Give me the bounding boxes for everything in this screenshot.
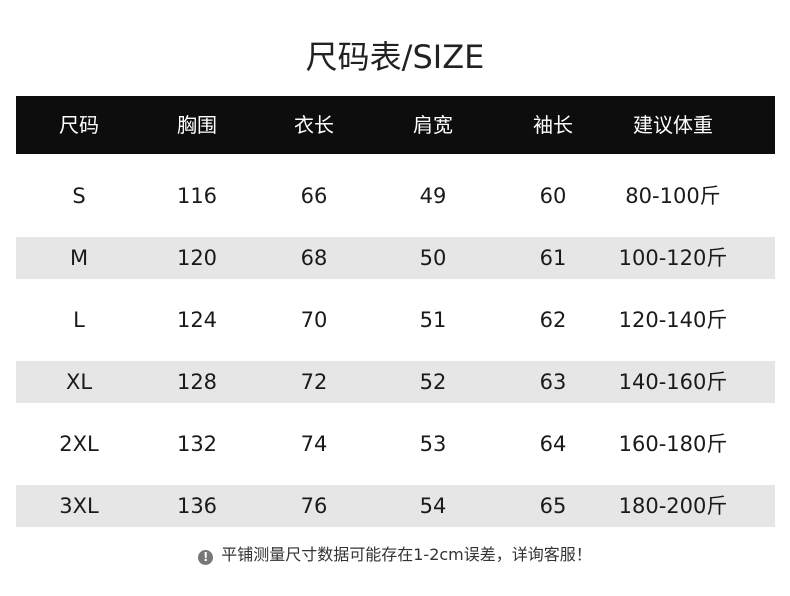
table-cell: 62 bbox=[539, 308, 567, 332]
column-header: 衣长 bbox=[294, 113, 334, 137]
table-row: M 120 68 50 61 100-120斤 bbox=[16, 237, 775, 279]
table-cell: 49 bbox=[419, 184, 447, 208]
table-cell: 61 bbox=[539, 246, 567, 270]
table-cell: 76 bbox=[300, 494, 328, 518]
table-cell: 128 bbox=[176, 370, 218, 394]
table-row: XL 128 72 52 63 140-160斤 bbox=[16, 361, 775, 403]
table-cell: 74 bbox=[300, 432, 328, 456]
table-cell: 2XL bbox=[59, 432, 99, 456]
column-header: 袖长 bbox=[533, 113, 573, 137]
page-title: 尺码表/SIZE bbox=[305, 38, 485, 76]
column-header: 建议体重 bbox=[633, 113, 713, 137]
table-cell: 180-200斤 bbox=[618, 494, 728, 518]
table-row: 3XL 136 76 54 65 180-200斤 bbox=[16, 485, 775, 527]
measurement-note: ! 平铺测量尺寸数据可能存在1-2cm误差，详询客服！ bbox=[0, 541, 790, 565]
table-cell: 80-100斤 bbox=[625, 184, 721, 208]
table-cell: 100-120斤 bbox=[618, 246, 728, 270]
table-cell: M bbox=[69, 246, 89, 270]
column-header: 胸围 bbox=[177, 113, 217, 137]
table-row: 2XL 132 74 53 64 160-180斤 bbox=[16, 423, 775, 465]
table-cell: 132 bbox=[176, 432, 218, 456]
table-cell: 124 bbox=[176, 308, 218, 332]
column-header: 尺码 bbox=[59, 113, 99, 137]
table-cell: S bbox=[72, 184, 86, 208]
exclamation-circle-icon: ! bbox=[198, 550, 214, 565]
table-cell: 160-180斤 bbox=[618, 432, 728, 456]
table-cell: 116 bbox=[176, 184, 218, 208]
table-cell: 3XL bbox=[59, 494, 99, 518]
table-cell: 50 bbox=[419, 246, 447, 270]
table-cell: 63 bbox=[539, 370, 567, 394]
table-row: L 124 70 51 62 120-140斤 bbox=[16, 299, 775, 341]
table-cell: 140-160斤 bbox=[618, 370, 728, 394]
note-text: 平铺测量尺寸数据可能存在1-2cm误差，详询客服！ bbox=[221, 545, 592, 564]
column-header: 肩宽 bbox=[413, 113, 453, 137]
table-header: 尺码 胸围 衣长 肩宽 袖长 建议体重 bbox=[16, 96, 775, 154]
table-cell: 66 bbox=[300, 184, 328, 208]
table-cell: 65 bbox=[539, 494, 567, 518]
table-cell: 72 bbox=[300, 370, 328, 394]
table-cell: 60 bbox=[539, 184, 567, 208]
table-cell: 54 bbox=[419, 494, 447, 518]
table-cell: 68 bbox=[300, 246, 328, 270]
table-cell: L bbox=[73, 308, 85, 332]
table-cell: 64 bbox=[539, 432, 567, 456]
table-cell: 70 bbox=[300, 308, 328, 332]
table-cell: 120-140斤 bbox=[618, 308, 728, 332]
table-cell: XL bbox=[65, 370, 93, 394]
table-row: S 116 66 49 60 80-100斤 bbox=[16, 175, 775, 217]
table-cell: 136 bbox=[176, 494, 218, 518]
table-cell: 53 bbox=[419, 432, 447, 456]
table-cell: 52 bbox=[419, 370, 447, 394]
table-cell: 120 bbox=[176, 246, 218, 270]
table-cell: 51 bbox=[419, 308, 447, 332]
